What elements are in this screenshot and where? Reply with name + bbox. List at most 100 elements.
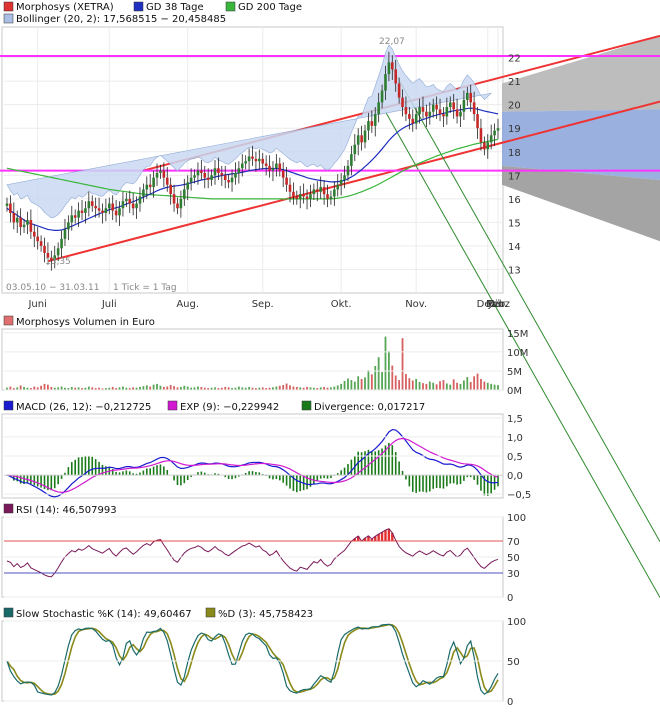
volume-bar bbox=[408, 378, 411, 390]
candle-body bbox=[353, 144, 357, 155]
volume-bar bbox=[292, 386, 295, 390]
volume-bar bbox=[295, 386, 298, 390]
candle-body bbox=[322, 187, 326, 195]
volume-bar bbox=[302, 387, 305, 390]
divergence-bar bbox=[33, 475, 36, 486]
candle-body bbox=[329, 196, 333, 199]
volume-bar bbox=[401, 338, 404, 390]
candle-body bbox=[244, 161, 247, 164]
divergence-bar bbox=[142, 470, 145, 476]
divergence-bar bbox=[231, 475, 233, 480]
volume-bar bbox=[275, 386, 278, 390]
divergence-bar bbox=[319, 475, 322, 479]
candle-body bbox=[268, 165, 271, 171]
tick-note: 1 Tick = 1 Tag bbox=[113, 283, 177, 293]
price-y-tick: 15 bbox=[508, 218, 521, 229]
legend-swatch-gd200 bbox=[225, 1, 236, 12]
divergence-bar bbox=[180, 475, 182, 486]
macd-y-tick: 1,5 bbox=[507, 414, 523, 425]
stoch-k-line bbox=[6, 623, 499, 696]
candle-body bbox=[435, 104, 438, 110]
divergence-bar bbox=[186, 475, 189, 481]
candle-body bbox=[159, 170, 162, 173]
legend-bollinger-label: Bollinger (20, 2): 17,568515 − 20,458485 bbox=[16, 14, 226, 25]
legend-swatch-stoch-d bbox=[205, 607, 216, 618]
divergence-bar bbox=[47, 475, 49, 491]
volume-bar bbox=[422, 383, 424, 390]
volume-bar bbox=[493, 384, 496, 390]
volume-bar bbox=[190, 387, 193, 390]
volume-bar bbox=[36, 387, 39, 390]
rsi-line bbox=[6, 528, 499, 578]
candle-body bbox=[264, 163, 268, 166]
candle-body bbox=[80, 210, 84, 213]
legend-divergence-label: Divergence: 0,017217 bbox=[314, 402, 425, 413]
month-label: März bbox=[486, 299, 510, 310]
divergence-bar bbox=[350, 459, 353, 476]
candle-body bbox=[101, 210, 104, 213]
divergence-bar bbox=[469, 475, 472, 478]
divergence-bar bbox=[88, 455, 90, 476]
price-y-tick: 16 bbox=[508, 195, 521, 206]
volume-bar bbox=[84, 387, 87, 390]
candle-body bbox=[183, 189, 186, 199]
volume-bar bbox=[306, 386, 308, 390]
divergence-bar bbox=[60, 475, 63, 479]
price-legend: Morphosys (XETRA) GD 38 Tage GD 200 Tage… bbox=[3, 1, 302, 25]
candle-body bbox=[217, 168, 220, 173]
candle-body bbox=[240, 163, 244, 169]
volume-bar bbox=[278, 385, 281, 390]
high-label: 22,07 bbox=[379, 37, 405, 47]
volume-bar bbox=[336, 385, 339, 390]
candle-body bbox=[278, 163, 282, 171]
candle-body bbox=[292, 191, 295, 197]
divergence-bar bbox=[388, 442, 390, 476]
price-y-tick: 13 bbox=[508, 265, 521, 276]
candle-body bbox=[39, 241, 43, 246]
candle-body bbox=[281, 170, 285, 178]
divergence-bar bbox=[330, 475, 332, 479]
volume-bar bbox=[87, 386, 90, 390]
volume-y-tick: 15M bbox=[507, 329, 528, 340]
legend-swatch-exp bbox=[167, 400, 178, 411]
volume-y-axis: 0M 5M 10M 15M bbox=[4, 329, 528, 397]
divergence-bar bbox=[418, 475, 421, 492]
volume-bar bbox=[142, 386, 145, 390]
divergence-bar bbox=[248, 471, 250, 476]
candle-body bbox=[258, 158, 261, 162]
volume-bar bbox=[132, 387, 135, 390]
volume-bar bbox=[364, 377, 366, 390]
candle-body bbox=[418, 107, 421, 115]
stoch-y-axis: 100 50 0 bbox=[4, 617, 526, 708]
divergence-bar bbox=[132, 473, 134, 476]
candle-body bbox=[363, 130, 367, 143]
candle-body bbox=[397, 83, 401, 98]
volume-bar bbox=[350, 380, 353, 390]
candle-body bbox=[148, 184, 152, 188]
month-label: Juni bbox=[27, 299, 46, 310]
divergence-bar bbox=[255, 471, 257, 476]
candle-body bbox=[206, 177, 210, 181]
candle-body bbox=[254, 158, 258, 162]
candle-body bbox=[428, 111, 432, 117]
price-y-axis: 13 14 15 16 17 18 19 20 21 22 bbox=[508, 54, 521, 277]
candle-body bbox=[142, 189, 145, 197]
candle-body bbox=[459, 111, 462, 117]
volume-bar bbox=[234, 387, 237, 390]
volume-bar bbox=[425, 383, 428, 390]
divergence-bar bbox=[224, 475, 227, 478]
divergence-bar bbox=[214, 473, 216, 476]
volume-bar bbox=[94, 388, 97, 390]
volume-bar bbox=[370, 374, 373, 390]
candle-body bbox=[56, 248, 60, 256]
candle-body bbox=[152, 177, 155, 188]
candle-body bbox=[373, 114, 377, 126]
volume-bar bbox=[411, 380, 414, 390]
macd-lines bbox=[6, 428, 499, 498]
candle-body bbox=[350, 154, 353, 166]
divergence-bar bbox=[19, 475, 22, 484]
candle-body bbox=[90, 201, 94, 206]
volume-bar bbox=[77, 387, 80, 390]
legend-swatch-volume bbox=[3, 315, 14, 326]
candle-body bbox=[12, 212, 16, 223]
